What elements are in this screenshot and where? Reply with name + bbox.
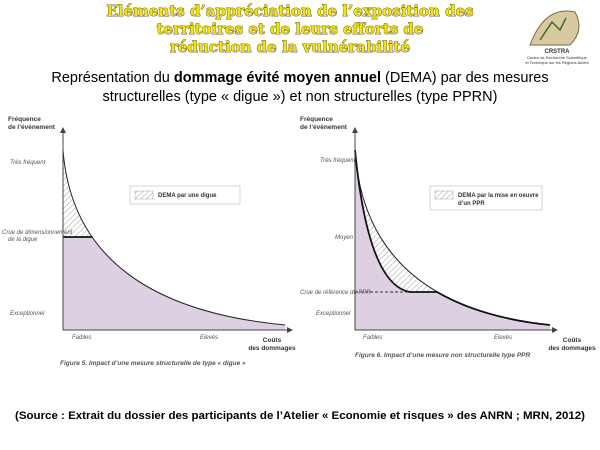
y-tick-label: Très fréquent (10, 160, 46, 166)
y-axis-label: Fréquence (300, 116, 333, 123)
y-axis-label: de l’évènement (300, 124, 348, 131)
y-axis-label: Fréquence (8, 116, 41, 123)
logo-shape (529, 10, 580, 46)
y-tick-label: Moyen (335, 235, 354, 241)
ppr-curve (354, 149, 551, 326)
legend-box (129, 185, 241, 205)
x-axis-label: Coûts (263, 337, 282, 344)
title-line: territoires et de leurs efforts de (157, 20, 424, 38)
damage-area (63, 237, 285, 330)
legend-swatch (434, 190, 454, 200)
y-tick-label: Exceptionnel (10, 311, 45, 317)
subtitle-text: (DEMA) par des mesures (381, 70, 549, 86)
x-axis-label: des dommages (548, 345, 596, 352)
figure-caption: Figure 5. Impact d’une mesure structurel… (60, 360, 246, 367)
title-line: Eléments d’appréciation de l’exposition … (106, 2, 473, 20)
y-axis-label: de l’évènement (8, 124, 56, 131)
x-tick-label: Faibles (363, 335, 382, 341)
subtitle-text: Représentation du (51, 70, 174, 86)
hatched-area (355, 150, 550, 330)
legend-swatch (134, 190, 154, 200)
figure-caption: Figure 6. Impact d’une mesure non struct… (355, 352, 530, 359)
x-tick-label: Elevés (494, 335, 512, 341)
logo-text: Centre de Recherche Scientifique (527, 55, 588, 60)
y-tick-label: de la digue (8, 237, 38, 243)
x-tick-label: Elevés (200, 335, 218, 341)
logo: CRSTRA Centre de Recherche Scientifique … (525, 10, 589, 65)
title-line: réduction de la vulnérabilité (170, 38, 410, 56)
x-axis-label: Coûts (563, 337, 582, 344)
legend-label: DEMA par la mise en oeuvre (458, 193, 539, 199)
subtitle: Représentation du dommage évité moyen an… (51, 70, 548, 86)
logo-name: CRSTRA (545, 49, 571, 55)
source: (Source : Extrait du dossier des partici… (15, 410, 585, 422)
y-tick-label: Crue de dimensionnement (2, 230, 73, 236)
y-tick-label: Très fréquent (320, 158, 356, 164)
figure: Fréquence de l’évènement Très fréquent M… (300, 116, 596, 359)
x-axis-label: des dommages (248, 345, 296, 352)
x-tick-label: Faibles (72, 335, 91, 341)
y-tick-label: Exceptionnel (316, 311, 351, 317)
figure: Fréquence de l’évènement Très fréquent C… (2, 116, 296, 367)
damage-area (355, 150, 550, 330)
y-tick-label: Crue de référence du PPR (300, 290, 371, 296)
logo-text: et Technique sur les Régions Arides (525, 60, 589, 65)
legend-label: d’un PPR (458, 201, 485, 207)
legend-label: DEMA par une digue (158, 193, 217, 199)
subtitle-bold: dommage évité moyen annuel (174, 70, 381, 86)
logo-shape (539, 17, 567, 41)
subtitle: structurelles (type « digue ») et non st… (103, 89, 498, 105)
damage-curve (62, 149, 286, 326)
